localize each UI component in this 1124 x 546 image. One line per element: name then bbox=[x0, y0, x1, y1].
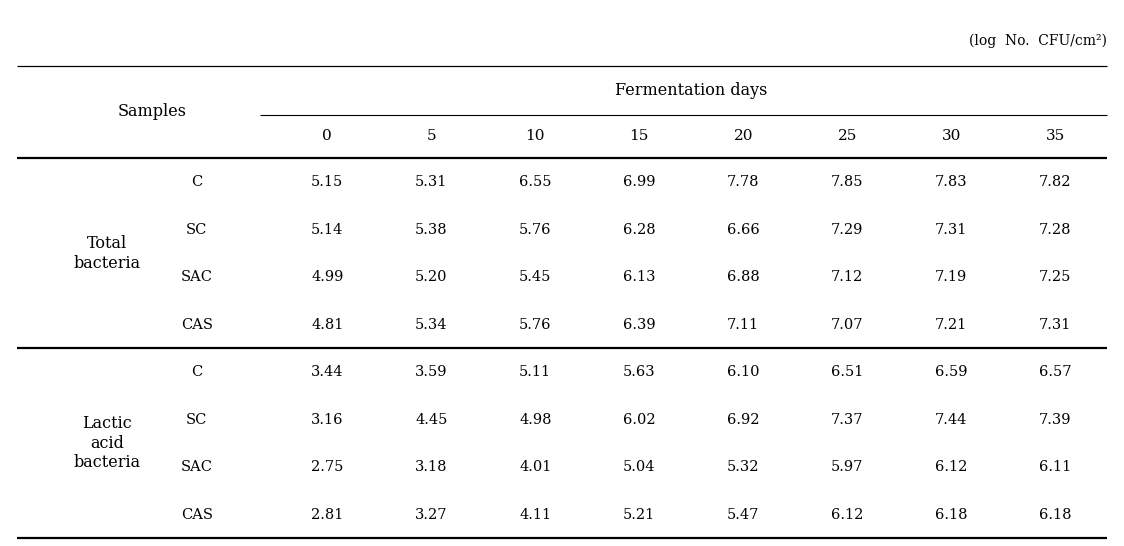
Text: 5.15: 5.15 bbox=[311, 175, 344, 189]
Text: (log  No.  CFU/cm²): (log No. CFU/cm²) bbox=[969, 34, 1107, 48]
Text: 4.45: 4.45 bbox=[415, 413, 447, 426]
Text: SAC: SAC bbox=[181, 460, 212, 474]
Text: 5.76: 5.76 bbox=[519, 318, 552, 331]
Text: 6.88: 6.88 bbox=[727, 270, 760, 284]
Text: 4.11: 4.11 bbox=[519, 508, 552, 521]
Text: 7.28: 7.28 bbox=[1039, 223, 1071, 236]
Text: 6.92: 6.92 bbox=[727, 413, 760, 426]
Text: 7.31: 7.31 bbox=[935, 223, 968, 236]
Text: 6.10: 6.10 bbox=[727, 365, 760, 379]
Text: 7.12: 7.12 bbox=[831, 270, 863, 284]
Text: 6.59: 6.59 bbox=[935, 365, 968, 379]
Text: 7.78: 7.78 bbox=[727, 175, 760, 189]
Text: 7.07: 7.07 bbox=[831, 318, 863, 331]
Text: Lactic
acid
bacteria: Lactic acid bacteria bbox=[73, 416, 140, 471]
Text: 7.29: 7.29 bbox=[831, 223, 863, 236]
Text: 6.66: 6.66 bbox=[727, 223, 760, 236]
Text: 7.85: 7.85 bbox=[831, 175, 863, 189]
Text: 6.02: 6.02 bbox=[623, 413, 655, 426]
Text: 5.32: 5.32 bbox=[727, 460, 760, 474]
Text: 7.83: 7.83 bbox=[935, 175, 968, 189]
Text: 25: 25 bbox=[837, 129, 856, 144]
Text: CAS: CAS bbox=[181, 508, 212, 521]
Text: 0: 0 bbox=[323, 129, 333, 144]
Text: 35: 35 bbox=[1045, 129, 1064, 144]
Text: SC: SC bbox=[185, 413, 208, 426]
Text: 7.11: 7.11 bbox=[727, 318, 760, 331]
Text: 6.18: 6.18 bbox=[1039, 508, 1071, 521]
Text: 6.12: 6.12 bbox=[935, 460, 968, 474]
Text: SC: SC bbox=[185, 223, 208, 236]
Text: 6.28: 6.28 bbox=[623, 223, 655, 236]
Text: 3.16: 3.16 bbox=[311, 413, 344, 426]
Text: SAC: SAC bbox=[181, 270, 212, 284]
Text: 3.18: 3.18 bbox=[415, 460, 447, 474]
Text: 5.04: 5.04 bbox=[623, 460, 655, 474]
Text: 3.27: 3.27 bbox=[415, 508, 447, 521]
Text: 3.59: 3.59 bbox=[415, 365, 447, 379]
Text: 15: 15 bbox=[629, 129, 649, 144]
Text: 5.11: 5.11 bbox=[519, 365, 552, 379]
Text: 6.55: 6.55 bbox=[519, 175, 552, 189]
Text: Samples: Samples bbox=[117, 103, 187, 121]
Text: 4.98: 4.98 bbox=[519, 413, 552, 426]
Text: 30: 30 bbox=[942, 129, 961, 144]
Text: 4.81: 4.81 bbox=[311, 318, 344, 331]
Text: 5.21: 5.21 bbox=[623, 508, 655, 521]
Text: 6.39: 6.39 bbox=[623, 318, 655, 331]
Text: 20: 20 bbox=[734, 129, 753, 144]
Text: 4.01: 4.01 bbox=[519, 460, 552, 474]
Text: Total
bacteria: Total bacteria bbox=[73, 235, 140, 272]
Text: 4.99: 4.99 bbox=[311, 270, 344, 284]
Text: Fermentation days: Fermentation days bbox=[615, 81, 768, 99]
Text: 2.81: 2.81 bbox=[311, 508, 344, 521]
Text: 5.14: 5.14 bbox=[311, 223, 344, 236]
Text: 7.39: 7.39 bbox=[1039, 413, 1071, 426]
Text: 6.12: 6.12 bbox=[831, 508, 863, 521]
Text: 7.25: 7.25 bbox=[1039, 270, 1071, 284]
Text: 5.31: 5.31 bbox=[415, 175, 447, 189]
Text: 5.38: 5.38 bbox=[415, 223, 447, 236]
Text: 6.18: 6.18 bbox=[935, 508, 968, 521]
Text: 5.20: 5.20 bbox=[415, 270, 447, 284]
Text: 7.37: 7.37 bbox=[831, 413, 863, 426]
Text: 5.34: 5.34 bbox=[415, 318, 447, 331]
Text: 7.19: 7.19 bbox=[935, 270, 968, 284]
Text: 7.21: 7.21 bbox=[935, 318, 968, 331]
Text: 3.44: 3.44 bbox=[311, 365, 344, 379]
Text: 5.45: 5.45 bbox=[519, 270, 552, 284]
Text: 5.63: 5.63 bbox=[623, 365, 655, 379]
Text: 2.75: 2.75 bbox=[311, 460, 344, 474]
Text: 6.51: 6.51 bbox=[831, 365, 863, 379]
Text: 5.47: 5.47 bbox=[727, 508, 760, 521]
Text: 5.76: 5.76 bbox=[519, 223, 552, 236]
Text: 6.13: 6.13 bbox=[623, 270, 655, 284]
Text: 7.82: 7.82 bbox=[1039, 175, 1071, 189]
Text: C: C bbox=[191, 175, 202, 189]
Text: C: C bbox=[191, 365, 202, 379]
Text: CAS: CAS bbox=[181, 318, 212, 331]
Text: 7.44: 7.44 bbox=[935, 413, 968, 426]
Text: 6.11: 6.11 bbox=[1039, 460, 1071, 474]
Text: 5.97: 5.97 bbox=[831, 460, 863, 474]
Text: 10: 10 bbox=[526, 129, 545, 144]
Text: 7.31: 7.31 bbox=[1039, 318, 1071, 331]
Text: 5: 5 bbox=[426, 129, 436, 144]
Text: 6.57: 6.57 bbox=[1039, 365, 1071, 379]
Text: 6.99: 6.99 bbox=[623, 175, 655, 189]
